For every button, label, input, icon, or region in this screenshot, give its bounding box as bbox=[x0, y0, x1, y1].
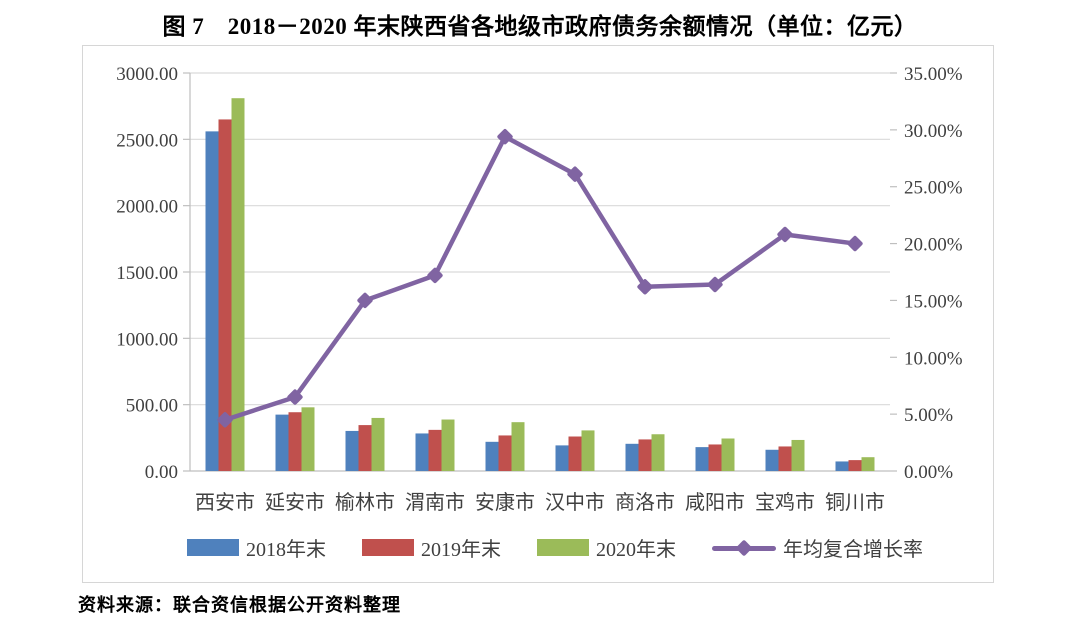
cagr-marker-铜川市 bbox=[847, 235, 863, 252]
legend-item-2018: 2018年末 bbox=[187, 533, 326, 562]
bar-2019年末-西安市 bbox=[218, 119, 232, 471]
y-axis-tick-label: 0.00 bbox=[145, 462, 178, 483]
cagr-marker-汉中市 bbox=[567, 166, 583, 182]
cagr-marker-宝鸡市 bbox=[777, 226, 793, 243]
bar-2018年末-西安市 bbox=[205, 131, 219, 471]
bar-2020年末-安康市 bbox=[511, 422, 525, 471]
y2-axis-tick-label: 10.00% bbox=[904, 348, 963, 369]
y2-axis-tick-label: 25.00% bbox=[904, 178, 963, 199]
x-axis-label-渭南市: 渭南市 bbox=[405, 491, 465, 514]
y2-axis-tick-label: 15.00% bbox=[904, 291, 963, 312]
bar-2019年末-榆林市 bbox=[358, 425, 372, 471]
bar-2020年末-西安市 bbox=[231, 98, 245, 471]
y-axis-tick-label: 1000.00 bbox=[116, 329, 178, 350]
bar-2020年末-榆林市 bbox=[371, 417, 385, 471]
bar-2019年末-汉中市 bbox=[568, 436, 582, 471]
legend-item-cagr: 年均复合增长率 bbox=[712, 533, 923, 562]
x-axis-label-延安市: 延安市 bbox=[265, 491, 325, 514]
cagr-marker-安康市 bbox=[497, 129, 513, 145]
legend-swatch-2018 bbox=[187, 539, 239, 556]
legend-label-2019: 2019年末 bbox=[421, 539, 501, 561]
x-axis-label-铜川市: 铜川市 bbox=[825, 491, 885, 514]
cagr-line bbox=[222, 134, 858, 423]
bar-2019年末-渭南市 bbox=[428, 429, 442, 471]
x-axis-label-西安市: 西安市 bbox=[195, 491, 255, 514]
legend-item-2020: 2020年末 bbox=[537, 533, 676, 562]
y-axis-tick-label: 2500.00 bbox=[116, 130, 178, 151]
x-axis-label-汉中市: 汉中市 bbox=[545, 491, 605, 514]
x-axis-label-宝鸡市: 宝鸡市 bbox=[755, 491, 815, 514]
bar-2019年末-铜川市 bbox=[848, 460, 862, 471]
y2-axis-tick-label: 20.00% bbox=[904, 235, 963, 256]
bar-2020年末-渭南市 bbox=[441, 419, 455, 471]
y2-axis-tick-label: 35.00% bbox=[904, 64, 963, 85]
y2-axis-tick-label: 30.00% bbox=[904, 121, 963, 142]
x-axis-label-商洛市: 商洛市 bbox=[615, 491, 675, 514]
legend-swatch-2020 bbox=[537, 539, 589, 556]
legend-item-2019: 2019年末 bbox=[362, 533, 501, 562]
bar-2018年末-铜川市 bbox=[835, 461, 849, 471]
legend-diamond-icon bbox=[735, 539, 753, 556]
legend-swatch-2019 bbox=[362, 539, 414, 556]
cagr-marker-西安市 bbox=[217, 412, 233, 428]
bar-2019年末-商洛市 bbox=[638, 439, 652, 471]
bar-2020年末-咸阳市 bbox=[721, 438, 735, 471]
bar-2018年末-安康市 bbox=[485, 441, 499, 471]
bar-2019年末-宝鸡市 bbox=[778, 446, 792, 471]
y-axis-tick-label: 3000.00 bbox=[116, 64, 178, 85]
x-axis-label-安康市: 安康市 bbox=[475, 491, 535, 514]
chart-legend: 2018年末 2019年末 2020年末 年均复合增长率 bbox=[115, 533, 995, 562]
y-axis-tick-label: 2000.00 bbox=[116, 197, 178, 218]
y-axis-tick-label: 500.00 bbox=[126, 396, 178, 417]
bar-2018年末-延安市 bbox=[275, 414, 289, 471]
bar-2020年末-铜川市 bbox=[861, 457, 875, 471]
cagr-marker-延安市 bbox=[287, 389, 303, 405]
cagr-marker-咸阳市 bbox=[707, 276, 723, 293]
cagr-marker-渭南市 bbox=[427, 267, 443, 284]
source-note: 资料来源：联合资信根据公开资料整理 bbox=[78, 595, 401, 615]
bar-2018年末-商洛市 bbox=[625, 443, 639, 471]
y-axis-tick-label: 1500.00 bbox=[116, 263, 178, 284]
cagr-marker-商洛市 bbox=[637, 279, 653, 295]
bar-2018年末-汉中市 bbox=[555, 445, 569, 471]
bar-2018年末-咸阳市 bbox=[695, 447, 709, 471]
bar-2020年末-延安市 bbox=[301, 407, 315, 471]
bar-2018年末-榆林市 bbox=[345, 430, 359, 471]
x-axis-label-咸阳市: 咸阳市 bbox=[685, 491, 745, 514]
bar-2019年末-咸阳市 bbox=[708, 444, 722, 471]
legend-line-marker-icon bbox=[712, 539, 776, 557]
bar-2020年末-商洛市 bbox=[651, 434, 665, 471]
bar-2018年末-渭南市 bbox=[415, 433, 429, 471]
legend-label-2018: 2018年末 bbox=[246, 539, 326, 561]
bar-2019年末-安康市 bbox=[498, 435, 512, 471]
y2-axis-tick-label: 5.00% bbox=[904, 405, 953, 426]
legend-label-cagr: 年均复合增长率 bbox=[783, 539, 923, 561]
chart-title: 图 7 2018－2020 年末陕西省各地级市政府债务余额情况（单位：亿元） bbox=[162, 14, 918, 39]
bar-2020年末-汉中市 bbox=[581, 430, 595, 471]
bar-2018年末-宝鸡市 bbox=[765, 449, 779, 471]
y2-axis-tick-label: 0.00% bbox=[904, 462, 953, 483]
bar-2019年末-延安市 bbox=[288, 412, 302, 471]
bar-2020年末-宝鸡市 bbox=[791, 439, 805, 471]
x-axis-label-榆林市: 榆林市 bbox=[335, 491, 395, 514]
cagr-marker-榆林市 bbox=[357, 292, 373, 309]
legend-label-2020: 2020年末 bbox=[596, 539, 676, 561]
